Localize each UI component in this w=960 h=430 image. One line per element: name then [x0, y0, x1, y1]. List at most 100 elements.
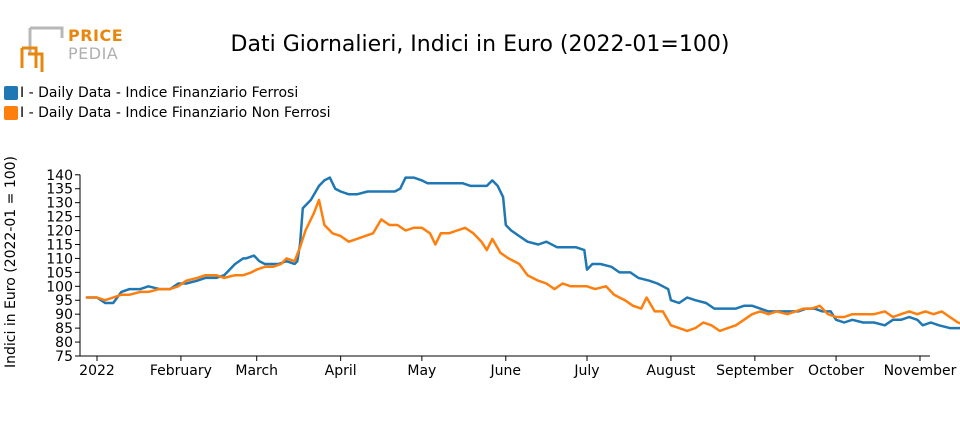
data-point — [632, 305, 634, 307]
data-point — [862, 313, 864, 315]
data-point — [789, 310, 791, 312]
data-point — [694, 327, 696, 329]
y-tick-label: 80 — [55, 335, 73, 351]
data-point — [177, 285, 179, 287]
data-point — [624, 299, 626, 301]
data-point — [759, 308, 761, 310]
data-point — [916, 313, 918, 315]
data-point — [386, 190, 388, 193]
data-point — [421, 227, 423, 229]
data-point — [434, 243, 436, 246]
series-line-non-ferrosi — [86, 198, 960, 333]
data-point — [553, 288, 556, 290]
data-point — [372, 232, 374, 234]
data-point — [916, 319, 918, 321]
data-point — [318, 185, 320, 187]
data-point — [147, 285, 149, 287]
data-point — [405, 177, 407, 179]
data-point — [413, 227, 415, 229]
data-point — [380, 218, 382, 220]
data-point — [670, 299, 672, 301]
x-tick-label: March — [235, 363, 278, 379]
data-point — [537, 280, 539, 282]
data-point — [334, 188, 336, 190]
y-axis-label: Indici in Euro (2022-01 = 100) — [3, 156, 19, 368]
data-point — [250, 271, 252, 273]
data-point — [128, 294, 131, 296]
chart-title: Dati Giornalieri, Indici in Euro (2022-0… — [230, 32, 730, 57]
data-point — [629, 271, 631, 273]
data-point — [646, 296, 648, 299]
data-point — [499, 252, 501, 254]
data-point — [405, 229, 407, 232]
data-point — [713, 308, 715, 310]
data-point — [775, 310, 778, 312]
data-point — [705, 302, 707, 304]
data-point — [873, 313, 875, 315]
y-tick-label: 110 — [46, 251, 73, 267]
data-point — [648, 280, 650, 282]
series-line-ferrosi — [86, 176, 960, 330]
data-point — [104, 299, 106, 301]
data-point — [120, 291, 122, 293]
data-point — [843, 316, 845, 318]
data-point — [426, 182, 428, 184]
data-point — [862, 321, 864, 324]
data-point — [470, 185, 472, 187]
data-point — [356, 238, 358, 240]
data-point — [242, 274, 244, 276]
data-point — [892, 319, 894, 321]
data-point — [678, 327, 680, 329]
data-point — [637, 277, 640, 279]
legend-item-ferrosi[interactable]: I - Daily Data - Indice Finanziario Ferr… — [4, 84, 298, 102]
data-point — [323, 224, 325, 226]
y-tick-label: 95 — [55, 293, 73, 309]
x-tick-label: 2022 — [79, 363, 115, 379]
data-point — [453, 182, 455, 184]
data-point — [491, 238, 493, 240]
data-point — [586, 285, 588, 287]
data-point — [759, 310, 761, 312]
data-point — [743, 319, 745, 321]
data-point — [938, 324, 940, 326]
data-point — [388, 224, 390, 226]
data-point — [724, 308, 726, 310]
data-point — [556, 246, 558, 248]
data-point — [735, 308, 737, 310]
data-point — [678, 302, 680, 304]
data-point — [586, 269, 588, 271]
data-point — [786, 313, 788, 315]
data-point — [448, 232, 450, 234]
data-point — [932, 313, 935, 315]
data-point — [591, 263, 594, 265]
x-axis: 2022 February March April May June July August S… — [79, 355, 957, 379]
data-point — [605, 285, 607, 287]
data-point — [835, 316, 837, 318]
logo-text-price: PRICE — [68, 26, 124, 45]
legend-item-non-ferrosi[interactable]: I - Daily Data - Indice Finanziario Non … — [4, 104, 331, 122]
data-point — [196, 277, 198, 279]
data-point — [575, 246, 577, 248]
data-point — [461, 182, 464, 184]
x-tick-label: August — [646, 363, 696, 379]
data-point — [147, 291, 149, 293]
data-point — [735, 324, 737, 326]
data-point — [827, 313, 829, 315]
data-point — [667, 288, 669, 290]
data-point — [396, 224, 399, 226]
data-point — [223, 274, 225, 276]
data-point — [245, 257, 247, 259]
data-point — [656, 282, 659, 285]
data-point — [922, 324, 924, 326]
data-point — [537, 243, 539, 246]
y-tick-label: 115 — [46, 237, 73, 253]
data-point — [583, 249, 585, 251]
data-point — [329, 177, 331, 179]
data-point — [526, 241, 529, 243]
data-point — [215, 277, 217, 279]
y-tick-label: 135 — [46, 182, 73, 198]
data-point — [96, 296, 98, 299]
data-point — [497, 185, 499, 187]
x-tick-label: June — [490, 363, 522, 379]
